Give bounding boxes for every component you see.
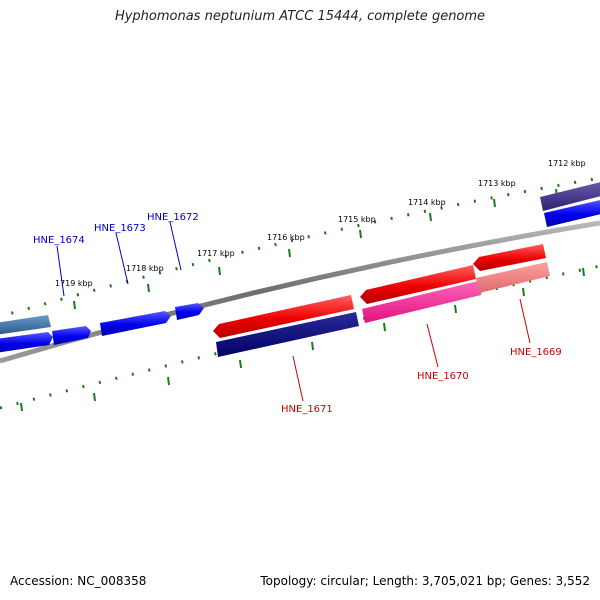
outer-tick-scale <box>0 176 600 319</box>
gene-arrow-hne-1672[interactable] <box>175 303 204 320</box>
genome-backbone <box>0 220 600 364</box>
forward-genes <box>0 303 204 353</box>
reverse-genes <box>213 244 550 357</box>
kbp-label-1713: 1713 kbp <box>478 179 516 188</box>
leader-hne-1672 <box>169 221 182 271</box>
right-edge-genes <box>540 181 600 227</box>
gene-label-hne-1674[interactable]: HNE_1674 <box>33 235 85 246</box>
gene-label-hne-1671[interactable]: HNE_1671 <box>281 404 333 415</box>
leader-hne-1669 <box>519 298 531 344</box>
kbp-label-1717: 1717 kbp <box>197 249 235 258</box>
gene-arrow-hne-1670-red[interactable] <box>360 265 476 304</box>
leader-hne-1674 <box>56 245 65 297</box>
leader-hne-1671 <box>292 355 304 402</box>
gene-arrow-hne-1671-red[interactable] <box>213 295 354 338</box>
genome-summary: Topology: circular; Length: 3,705,021 bp… <box>260 574 590 588</box>
gene-arrow-steel[interactable] <box>0 315 51 335</box>
gene-arrow-purple[interactable] <box>540 181 600 211</box>
gene-arrow-hne-1669-salmon[interactable] <box>476 262 550 293</box>
gene-arrow-hne-1674[interactable] <box>52 326 91 345</box>
gene-arrow-hne-1673[interactable] <box>100 311 171 336</box>
gene-arrow-hne-1671-navy[interactable] <box>216 312 359 357</box>
gene-label-hne-1670[interactable]: HNE_1670 <box>417 371 469 382</box>
gene-label-hne-1673[interactable]: HNE_1673 <box>94 223 146 234</box>
gene-label-hne-1669[interactable]: HNE_1669 <box>510 347 562 358</box>
kbp-label-1719: 1719 kbp <box>55 279 93 288</box>
kbp-label-1716: 1716 kbp <box>267 233 305 242</box>
leader-hne-1673 <box>115 232 129 285</box>
gene-arrow-hne-1670-pink[interactable] <box>362 281 481 323</box>
gene-arrow-hne-1669-red[interactable] <box>473 244 546 271</box>
gene-arrow-blue-a[interactable] <box>0 332 53 353</box>
accession-label: Accession: NC_008358 <box>10 574 147 588</box>
leader-hne-1670 <box>426 323 439 368</box>
kbp-label-1714: 1714 kbp <box>408 198 446 207</box>
inner-major-ticks <box>20 267 585 412</box>
genome-title: Hyphomonas neptunium ATCC 15444, complet… <box>114 9 486 24</box>
gene-arrow-blue-right[interactable] <box>544 199 600 227</box>
inner-tick-scale <box>0 264 600 410</box>
gene-label-hne-1672[interactable]: HNE_1672 <box>147 212 199 223</box>
kbp-label-1718: 1718 kbp <box>126 264 164 273</box>
kbp-label-1712: 1712 kbp <box>548 159 586 168</box>
kbp-label-1715: 1715 kbp <box>338 215 376 224</box>
